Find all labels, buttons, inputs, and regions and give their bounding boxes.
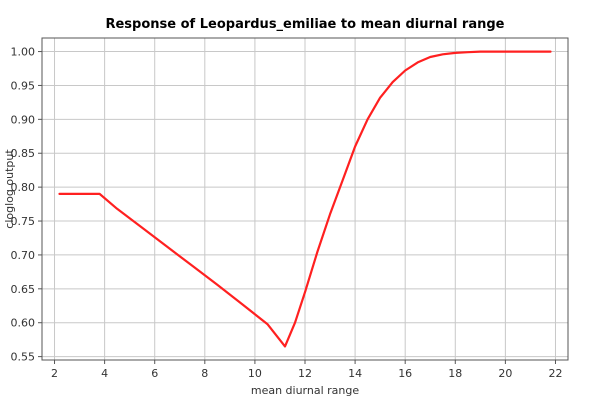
x-tick-label: 10 (248, 367, 262, 380)
y-tick-label: 0.60 (11, 317, 36, 330)
x-tick-label: 4 (101, 367, 108, 380)
y-tick-label: 0.65 (11, 283, 36, 296)
x-tick-label: 16 (398, 367, 412, 380)
y-axis-label: cloglog output (3, 149, 16, 229)
y-tick-label: 0.85 (11, 147, 36, 160)
y-tick-label: 0.80 (11, 181, 36, 194)
x-tick-label: 14 (348, 367, 362, 380)
series (58, 50, 552, 348)
x-tick-label: 2 (51, 367, 58, 380)
y-tick-label: 0.70 (11, 249, 36, 262)
y-tick-label: 0.75 (11, 215, 36, 228)
axis-ticks: 2 4 6 8 10 12 14 16 18 20 22 0.55 0.60 0.65 0.70 0.75 0.… (11, 46, 563, 380)
response-curve-line (58, 50, 552, 348)
y-tick-label: 0.90 (11, 113, 36, 126)
x-tick-label: 12 (298, 367, 312, 380)
y-tick-label: 0.55 (11, 351, 36, 364)
x-tick-label: 8 (201, 367, 208, 380)
y-tick-label: 0.95 (11, 79, 36, 92)
x-axis-label: mean diurnal range (251, 384, 360, 397)
x-tick-label: 6 (151, 367, 158, 380)
x-tick-label: 22 (548, 367, 562, 380)
chart-title: Response of Leopardus_emiliae to mean di… (105, 17, 504, 32)
x-tick-label: 20 (498, 367, 512, 380)
x-tick-label: 18 (448, 367, 462, 380)
y-tick-label: 1.00 (11, 46, 36, 59)
